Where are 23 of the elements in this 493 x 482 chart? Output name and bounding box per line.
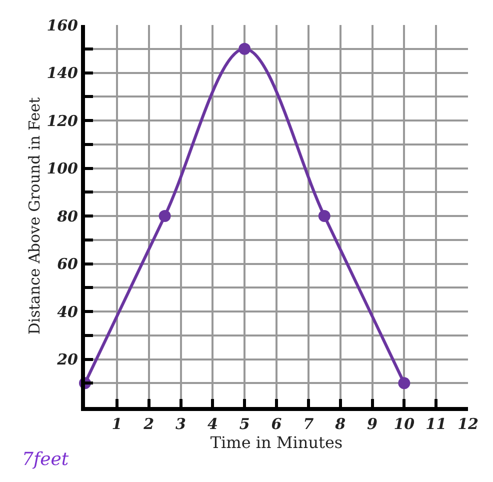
x-tick-label: 12: [458, 415, 478, 433]
x-tick-label: 8: [334, 415, 346, 433]
y-tick-label: 140: [46, 64, 79, 82]
y-tick-label: 120: [46, 112, 79, 130]
x-tick-label: 5: [239, 415, 250, 433]
y-tick-label: 160: [46, 16, 79, 34]
y-tick-label: 80: [56, 207, 79, 226]
y-axis-title: Distance Above Ground in Feet: [25, 97, 44, 335]
x-tick-label: 2: [142, 415, 154, 433]
x-tick-label: 10: [394, 415, 416, 433]
x-tick-label: 9: [367, 415, 378, 433]
y-tick-label: 60: [57, 255, 79, 273]
x-tick-label: 6: [271, 415, 282, 433]
y-tick-label: 40: [57, 302, 79, 321]
x-tick-label: 7: [303, 415, 314, 433]
x-tick-label: 3: [176, 415, 186, 433]
x-tick-label: 11: [426, 415, 447, 433]
x-axis-title: Time in Minutes: [210, 433, 343, 452]
x-tick-label: 4: [207, 415, 218, 433]
x-tick-label: 1: [112, 415, 122, 433]
y-tick-label: 100: [46, 160, 79, 178]
y-tick-label: 20: [56, 350, 79, 368]
text: 7feet: [22, 449, 70, 470]
